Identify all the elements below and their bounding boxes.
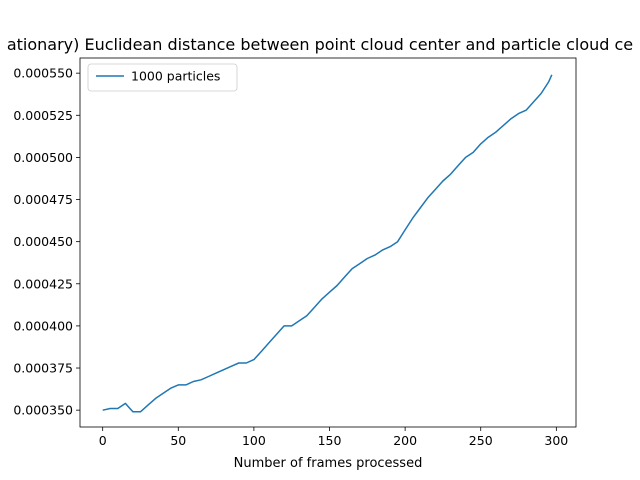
x-tick-label: 300 xyxy=(544,433,568,448)
x-tick-label: 100 xyxy=(242,433,266,448)
y-tick-label: 0.000425 xyxy=(13,276,73,291)
y-tick-label: 0.000525 xyxy=(13,108,73,123)
chart-title: ationary) Euclidean distance between poi… xyxy=(7,35,633,54)
x-tick-label: 200 xyxy=(393,433,417,448)
series-line xyxy=(102,74,553,413)
x-tick-label: 250 xyxy=(469,433,493,448)
x-axis: 0 50 100 150 200 250 300 xyxy=(99,427,568,448)
x-tick-label: 0 xyxy=(99,433,107,448)
y-tick-label: 0.000475 xyxy=(13,192,73,207)
y-tick-label: 0.000375 xyxy=(13,361,73,376)
y-tick-label: 0.000500 xyxy=(13,150,73,165)
y-tick-label: 0.000550 xyxy=(13,66,73,81)
x-tick-label: 50 xyxy=(170,433,186,448)
y-tick-label: 0.000450 xyxy=(13,234,73,249)
series-layer xyxy=(102,74,553,413)
legend: 1000 particles xyxy=(87,63,238,92)
legend-box xyxy=(87,63,238,92)
y-tick-label: 0.000350 xyxy=(13,403,73,418)
legend-label: 1000 particles xyxy=(131,69,220,84)
x-axis-label: Number of frames processed xyxy=(234,456,423,471)
y-tick-label: 0.000400 xyxy=(13,318,73,333)
y-axis: 0.000350 0.000375 0.000400 0.000425 0.000450… xyxy=(13,66,80,418)
x-tick-label: 150 xyxy=(318,433,342,448)
plot-area xyxy=(79,57,577,428)
